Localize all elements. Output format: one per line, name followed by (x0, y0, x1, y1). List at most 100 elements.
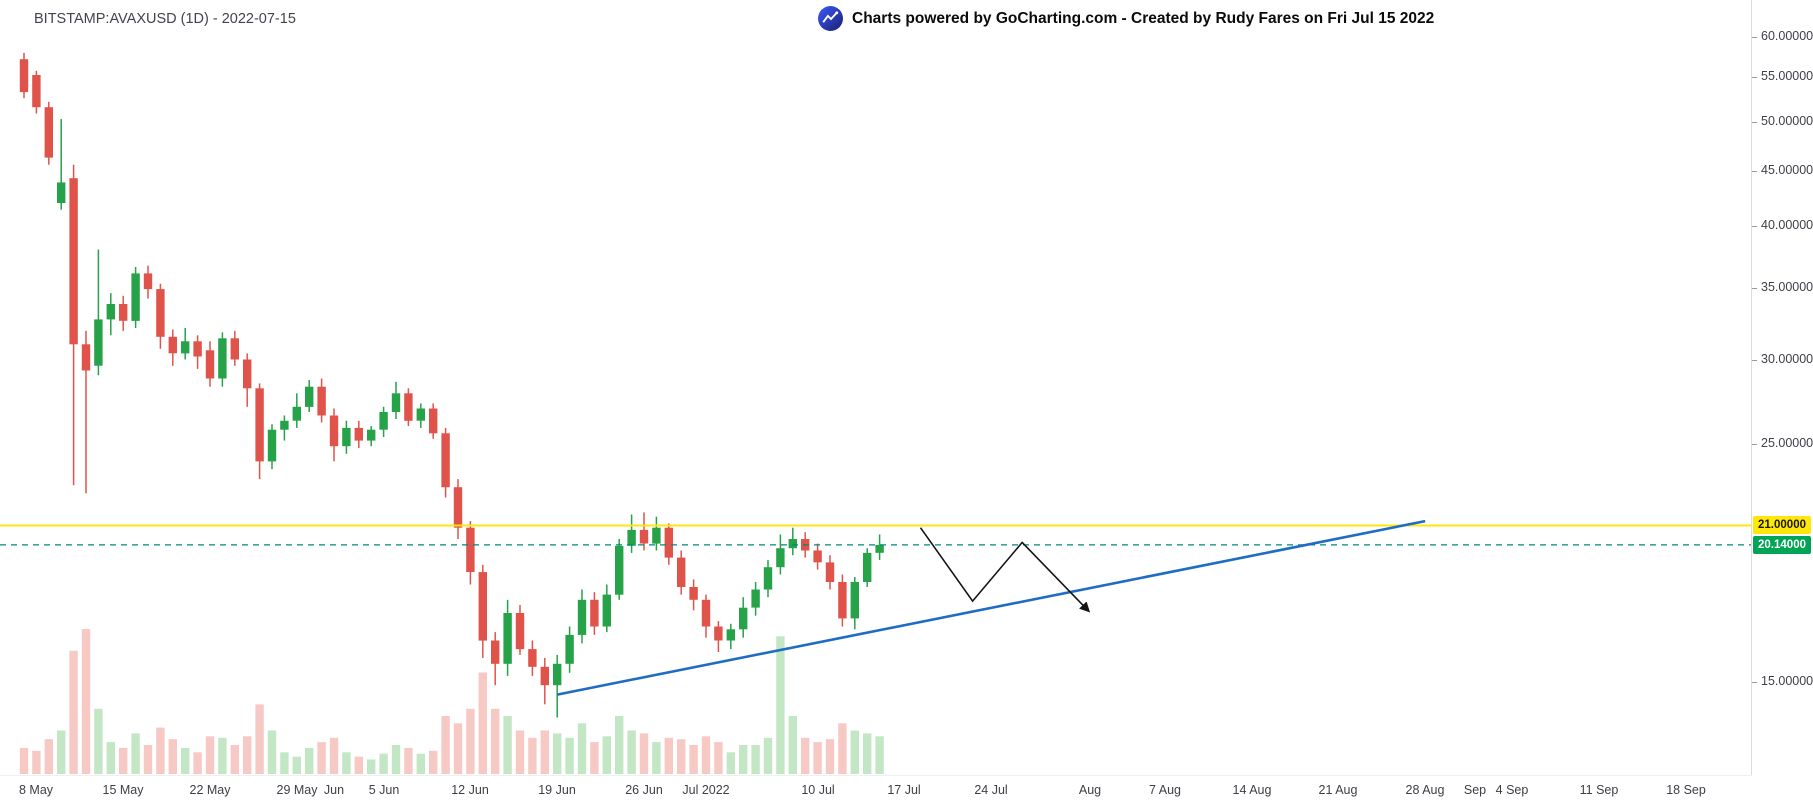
volume-bar (801, 737, 810, 775)
volume-bar (763, 737, 773, 775)
candle-body (69, 178, 78, 345)
time-axis-label: 18 Sep (1666, 783, 1706, 797)
price-axis-tick (1752, 444, 1757, 445)
candlestick-chart[interactable] (0, 0, 1752, 776)
time-axis-label: 7 Aug (1149, 783, 1181, 797)
candle-body (664, 527, 673, 558)
price-axis-label: 15.00000 (1761, 674, 1813, 689)
candle-body (726, 629, 735, 641)
candle-body (441, 433, 450, 488)
candle-body (416, 408, 425, 421)
watermark-credit: Charts powered by GoCharting.com - Creat… (818, 6, 1434, 31)
volume-bar (677, 739, 686, 774)
candle-body (639, 529, 649, 544)
candle-body (168, 336, 177, 354)
time-axis-label: 28 Aug (1405, 783, 1445, 797)
volume-bar (590, 742, 599, 774)
candle-body (776, 548, 785, 568)
volume-bar (652, 742, 661, 774)
price-axis-tick (1752, 360, 1757, 361)
time-axis-label: Jun (323, 783, 345, 797)
volume-bar (44, 739, 53, 774)
volume-bar (565, 737, 574, 775)
candle-body (305, 386, 314, 407)
volume-bar (863, 733, 872, 774)
time-axis-label: 10 Jul (801, 783, 835, 797)
ascending-trendline[interactable] (556, 519, 1426, 696)
candle-body (379, 412, 388, 430)
volume-bar (453, 723, 463, 775)
candle-body (515, 613, 525, 650)
volume-bar (701, 736, 711, 774)
price-axis-label: 30.00000 (1761, 351, 1813, 366)
candles (19, 52, 884, 718)
candle-body (81, 344, 91, 371)
resistance-price-tag: 21.00000 (1753, 516, 1811, 535)
time-axis[interactable]: 8 May 15 May 22 May 29 May Jun 5 Jun 12 Jun 19 … (0, 775, 1752, 804)
volume-bars (19, 629, 884, 775)
volume-bar (429, 750, 438, 774)
price-axis[interactable]: 60.00000 55.00000 50.00000 45.00000 40.00000… (1751, 0, 1813, 776)
projection-arrow[interactable] (919, 527, 1091, 613)
time-axis-label: 19 Jun (538, 783, 576, 797)
candle-body (565, 634, 574, 664)
volume-bar (466, 708, 475, 775)
volume-bar (193, 752, 202, 775)
volume-bar (292, 756, 301, 774)
symbol-info: BITSTAMP:AVAXUSD (1D) - 2022-07-15 (34, 11, 296, 27)
volume-bar (627, 730, 636, 774)
candle-body (429, 408, 438, 434)
candle-body (106, 304, 115, 320)
candle-body (354, 427, 363, 441)
candle-body (863, 552, 872, 582)
candle-body (875, 544, 884, 553)
time-axis-label: 11 Sep (1579, 783, 1619, 797)
volume-bar (441, 716, 450, 774)
price-axis-label: 60.00000 (1761, 29, 1813, 43)
volume-bar (540, 730, 549, 774)
candle-body (404, 393, 413, 421)
volume-bar (478, 672, 487, 774)
volume-bar (875, 736, 884, 774)
price-axis-tick (1752, 122, 1757, 123)
candle-body (143, 273, 153, 290)
price-axis-label: 55.00000 (1761, 69, 1813, 84)
candle-body (701, 599, 711, 627)
time-axis-label: 4 Sep (1495, 783, 1529, 797)
candle-body (838, 582, 847, 619)
volume-bar (503, 716, 512, 774)
volume-bar (491, 708, 500, 775)
current-price-tag: 20.14000 (1753, 535, 1811, 554)
volume-bar (57, 730, 66, 774)
volume-bar (664, 737, 673, 775)
candle-body (57, 182, 66, 203)
volume-bar (354, 756, 363, 774)
price-axis-label: 50.00000 (1761, 113, 1813, 128)
price-axis-label: 45.00000 (1761, 162, 1813, 177)
volume-bar (143, 745, 153, 774)
volume-bar (267, 730, 277, 774)
volume-bar (342, 752, 351, 775)
price-axis-label: 25.00000 (1761, 436, 1813, 451)
candle-body (825, 562, 835, 582)
candle-body (615, 545, 624, 595)
candle-body (280, 420, 289, 430)
volume-bar (751, 745, 760, 774)
volume-bar (305, 747, 314, 774)
time-axis-label: 8 May (18, 783, 54, 797)
volume-bar (615, 716, 624, 774)
volume-bar (205, 736, 215, 774)
candle-body (491, 640, 500, 664)
volume-bar (528, 737, 537, 775)
candle-body (478, 572, 487, 641)
candle-body (602, 594, 611, 627)
volume-bar (69, 650, 78, 775)
candle-body (813, 550, 822, 563)
volume-bar (218, 737, 227, 775)
time-axis-label: 14 Aug (1232, 783, 1272, 797)
candle-body (342, 427, 351, 447)
volume-bar (416, 753, 425, 774)
candle-body (763, 567, 773, 590)
time-axis-label: 26 Jun (625, 783, 663, 797)
volume-bar (243, 736, 252, 774)
